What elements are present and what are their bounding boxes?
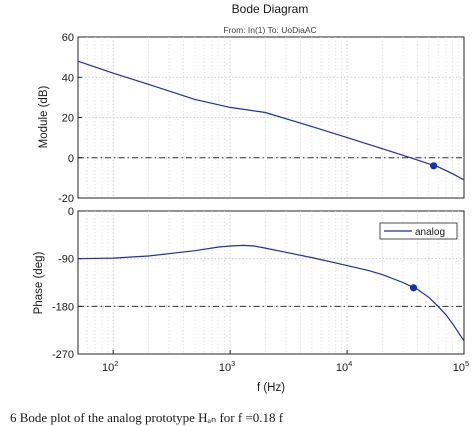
x-axis-label: f (Hz) bbox=[257, 382, 285, 394]
y-axis-label-phase: Phase (deg) bbox=[33, 252, 45, 315]
y-tick-label: 0 bbox=[68, 206, 74, 218]
y-tick-label: -90 bbox=[58, 254, 74, 266]
y-tick-label: -180 bbox=[52, 301, 74, 313]
x-tick-label: 104 bbox=[336, 359, 352, 374]
phase-panel: -270 -180 -90 0 102 103 104 105 analog bbox=[52, 206, 469, 374]
legend: analog bbox=[379, 222, 458, 240]
series-line-analog bbox=[77, 244, 465, 342]
bode-figure: Bode Diagram From: In(1) To: UoDiaAC -20… bbox=[33, 2, 469, 394]
chart-title: Bode Diagram bbox=[232, 2, 309, 16]
legend-box bbox=[379, 222, 458, 240]
chart-subtitle: From: In(1) To: UoDiaAC bbox=[223, 25, 316, 35]
figure-caption: 6 Bode plot of the analog prototype Hₐₙ … bbox=[10, 410, 284, 425]
y-tick-label: -20 bbox=[58, 193, 74, 205]
x-tick-label: 102 bbox=[102, 359, 118, 374]
data-point-marker bbox=[409, 284, 418, 292]
y-tick-label: 20 bbox=[62, 113, 74, 125]
y-tick-label: 40 bbox=[62, 72, 74, 84]
legend-label-analog: analog bbox=[415, 227, 445, 238]
x-tick-label: 103 bbox=[219, 359, 235, 374]
magnitude-panel: -20 0 20 40 60 bbox=[58, 32, 465, 205]
y-axis-label-magnitude: Module (dB) bbox=[38, 86, 50, 149]
y-tick-label: 0 bbox=[68, 153, 74, 165]
x-tick-label: 105 bbox=[453, 359, 469, 374]
y-tick-label: -270 bbox=[52, 349, 74, 361]
y-tick-label: 60 bbox=[62, 32, 74, 44]
data-point-marker bbox=[430, 162, 438, 170]
